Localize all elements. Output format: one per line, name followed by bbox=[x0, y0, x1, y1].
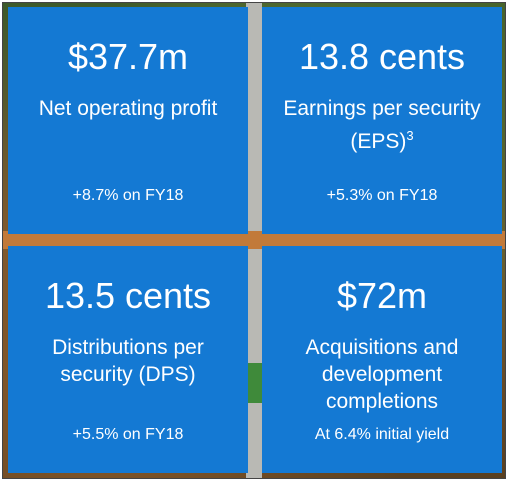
metric-value: 13.8 cents bbox=[298, 36, 466, 77]
metric-value: $37.7m bbox=[67, 36, 189, 77]
metric-change: +5.5% on FY18 bbox=[72, 426, 184, 443]
metric-value: $72m bbox=[336, 275, 428, 316]
playground-plank bbox=[3, 231, 505, 249]
metric-label: Distributions per security (DPS) bbox=[52, 336, 204, 386]
background-playground-photo bbox=[3, 3, 505, 478]
metric-tile-dps: 13.5 cents Distributions per security (D… bbox=[8, 246, 248, 473]
metric-value: 13.5 cents bbox=[44, 275, 212, 316]
metric-tile-eps: 13.8 cents Earnings per security (EPS)3 … bbox=[262, 7, 502, 234]
footnote-marker: 3 bbox=[406, 128, 414, 143]
metric-label: Net operating profit bbox=[38, 97, 218, 120]
metric-label: Earnings per security (EPS) bbox=[283, 97, 481, 153]
metric-tile-net-operating-profit: $37.7m Net operating profit +8.7% on FY1… bbox=[8, 7, 248, 234]
metric-change: +5.3% on FY18 bbox=[326, 187, 438, 204]
metric-change: +8.7% on FY18 bbox=[72, 187, 184, 204]
metric-change: At 6.4% initial yield bbox=[314, 426, 450, 443]
metric-label: Acquisitions and development completions bbox=[305, 336, 459, 413]
metric-tile-acquisitions: $72m Acquisitions and development comple… bbox=[262, 246, 502, 473]
metric-label-wrap: Earnings per security (EPS)3 bbox=[272, 95, 492, 155]
